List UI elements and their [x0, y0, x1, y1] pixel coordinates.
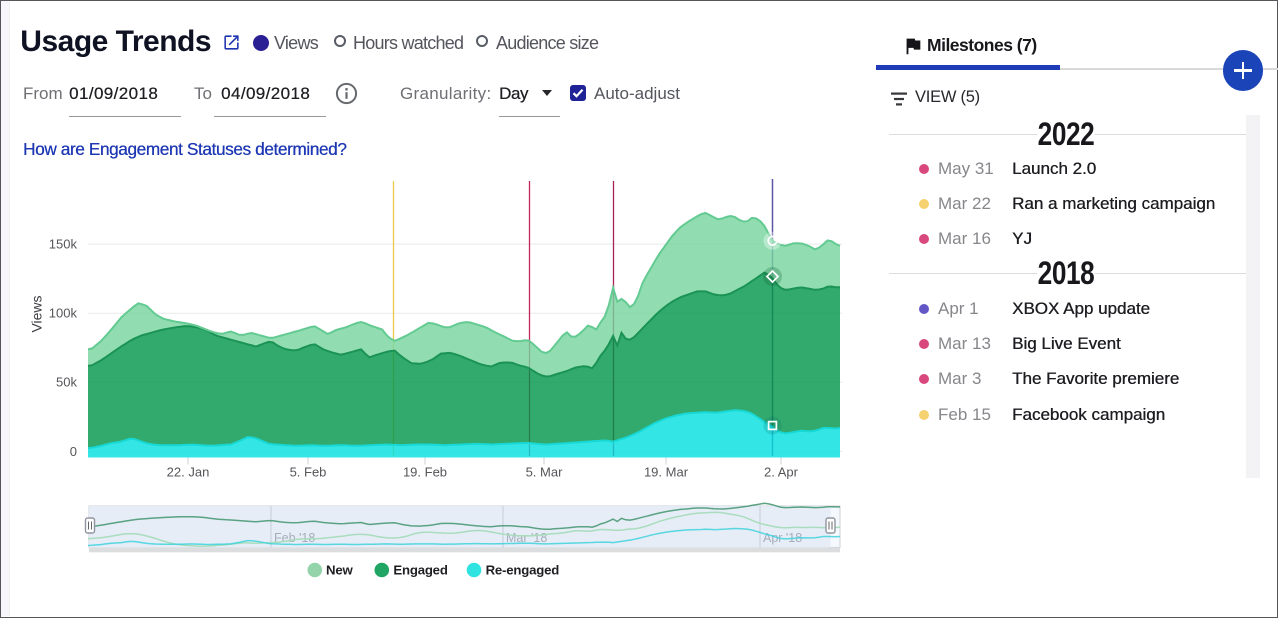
- svg-text:0: 0: [70, 444, 77, 459]
- svg-text:2. Apr: 2. Apr: [764, 465, 799, 480]
- svg-text:5. Mar: 5. Mar: [526, 465, 564, 480]
- svg-text:Mar '18: Mar '18: [506, 531, 547, 545]
- svg-text:50k: 50k: [56, 375, 77, 390]
- svg-text:Engaged: Engaged: [393, 563, 447, 578]
- svg-text:22. Jan: 22. Jan: [167, 465, 210, 480]
- svg-text:5. Feb: 5. Feb: [290, 465, 327, 480]
- svg-text:150k: 150k: [49, 237, 78, 252]
- svg-text:Re-engaged: Re-engaged: [486, 563, 560, 578]
- svg-text:Feb '18: Feb '18: [274, 531, 315, 545]
- svg-text:New: New: [326, 563, 353, 578]
- svg-text:19. Mar: 19. Mar: [644, 465, 689, 480]
- svg-text:Views: Views: [29, 295, 45, 332]
- svg-text:100k: 100k: [49, 306, 78, 321]
- svg-text:19. Feb: 19. Feb: [403, 465, 447, 480]
